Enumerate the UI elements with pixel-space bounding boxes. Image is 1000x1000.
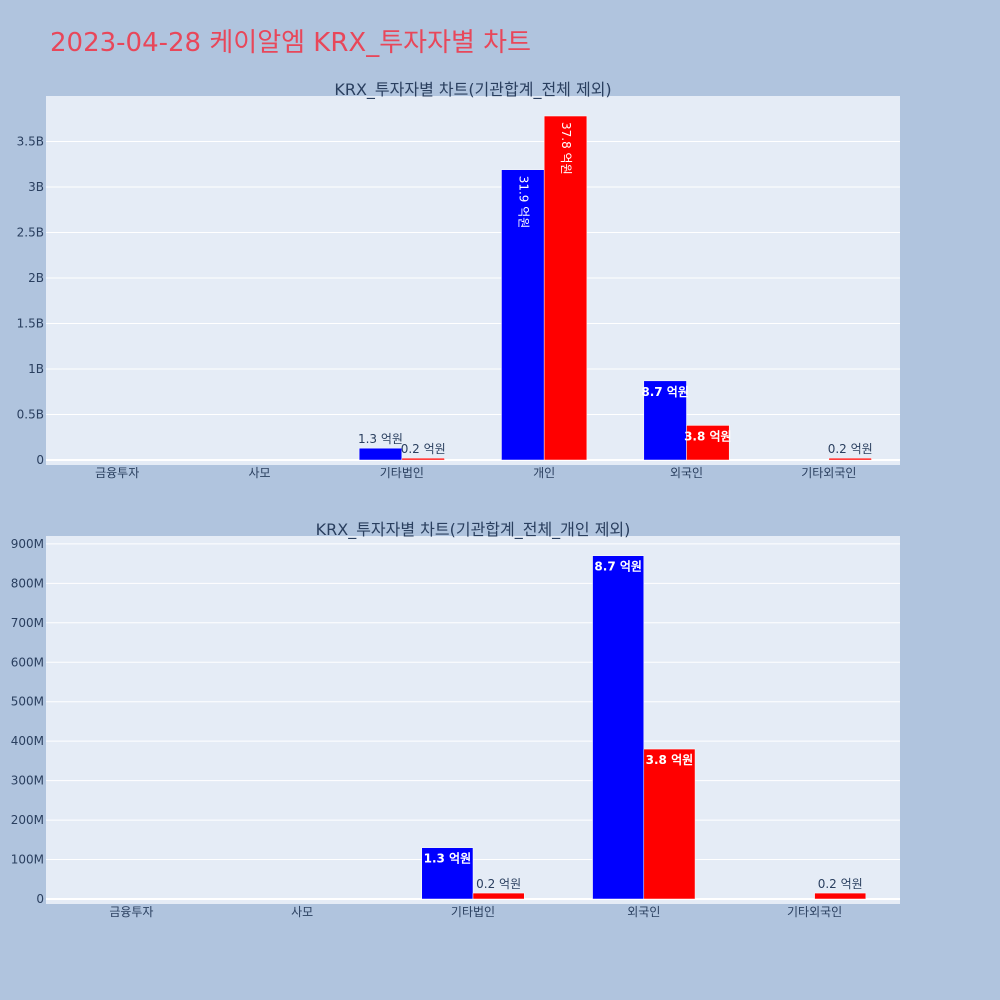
y-tick-label: 0 xyxy=(36,453,44,467)
bar-buy-2 xyxy=(358,447,403,461)
bar-value-label: 3.8 억원 xyxy=(684,429,732,443)
y-tick-label: 800M xyxy=(11,576,44,590)
bar-value-label: 37.8 억원 xyxy=(559,122,573,175)
bar-buy-4 xyxy=(643,380,687,461)
x-tick-label: 개인 xyxy=(533,466,555,480)
y-tick-label: 0 xyxy=(36,892,44,906)
bar-value-label: 8.7 억원 xyxy=(641,385,689,399)
x-tick-label: 기타법인 xyxy=(380,466,424,480)
bar-sell-3 xyxy=(543,115,588,461)
bar-sell-2 xyxy=(472,892,525,900)
bar-value-label: 0.2 억원 xyxy=(476,877,521,891)
x-tick-label: 금융투자 xyxy=(95,466,139,480)
chart-2: 0 100M 200M 300M 400M 500M 600M 700M 800M 900M KRX… xyxy=(11,520,900,919)
y-tick-label: 0.5B xyxy=(17,408,44,422)
bar-buy-2 xyxy=(421,847,474,900)
y-tick-label: 1B xyxy=(28,362,44,376)
y-tick-label: 1.5B xyxy=(17,317,44,331)
bar-value-label: 1.3 억원 xyxy=(358,432,403,446)
y-tick-label: 500M xyxy=(11,695,44,709)
x-tick-label: 사모 xyxy=(248,466,270,480)
plot-area xyxy=(46,536,900,904)
chart-title: KRX_투자자별 차트(기관합계_전체 제외) xyxy=(334,80,611,100)
x-tick-label: 외국인 xyxy=(670,466,703,480)
bar-sell-2 xyxy=(401,457,445,461)
bar-sell-4 xyxy=(814,892,867,900)
y-tick-label: 3.5B xyxy=(17,135,44,149)
bar-buy-3 xyxy=(501,169,545,461)
y-tick-label: 3B xyxy=(28,180,44,194)
bar-value-label: 8.7 억원 xyxy=(594,560,642,574)
y-tick-label: 2B xyxy=(28,271,44,285)
bar-sell-3 xyxy=(643,748,696,900)
bar-value-label: 0.2 억원 xyxy=(401,442,446,456)
y-tick-label: 400M xyxy=(11,734,44,748)
y-tick-label: 100M xyxy=(11,853,44,867)
plot-area xyxy=(46,96,900,465)
y-tick-label: 200M xyxy=(11,813,44,827)
x-tick-label: 외국인 xyxy=(627,905,660,919)
bar-sell-5 xyxy=(828,457,872,461)
y-tick-label: 300M xyxy=(11,774,44,788)
x-tick-label: 기타외국인 xyxy=(787,905,842,919)
y-tick-label: 600M xyxy=(11,655,44,669)
chart-1: 0 0.5B 1B 1.5B 2B 2.5B 3B 3.5B KRX_투자자별 차트(기관합계_… xyxy=(17,80,900,480)
x-tick-label: 기타외국인 xyxy=(801,466,856,480)
bar-value-label: 0.2 억원 xyxy=(828,442,873,456)
bar-value-label: 3.8 억원 xyxy=(646,753,694,767)
page-title: 2023-04-28 케이알엠 KRX_투자자별 차트 xyxy=(50,28,532,58)
chart-title: KRX_투자자별 차트(기관합계_전체_개인 제외) xyxy=(316,520,631,540)
y-tick-label: 900M xyxy=(11,537,44,551)
bar-value-label: 0.2 억원 xyxy=(818,877,863,891)
x-tick-label: 기타법인 xyxy=(451,905,495,919)
y-tick-label: 700M xyxy=(11,616,44,630)
bar-buy-3 xyxy=(592,555,645,900)
bar-value-label: 31.9 억원 xyxy=(516,176,530,229)
x-tick-label: 사모 xyxy=(291,905,313,919)
bar-value-label: 1.3 억원 xyxy=(424,852,472,866)
x-tick-label: 금융투자 xyxy=(109,905,153,919)
bar-sell-4 xyxy=(686,425,730,461)
y-tick-label: 2.5B xyxy=(17,226,44,240)
